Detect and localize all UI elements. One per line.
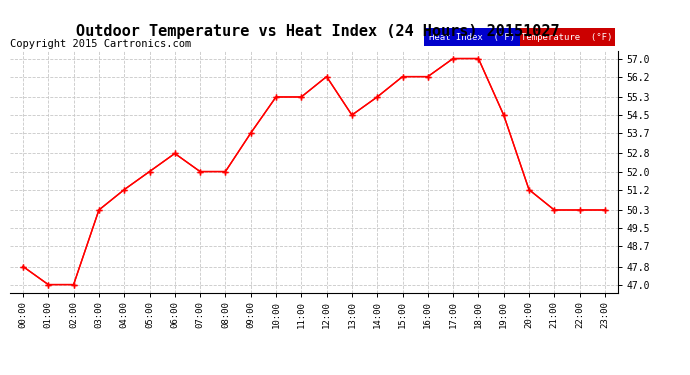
Text: Outdoor Temperature vs Heat Index (24 Hours) 20151027: Outdoor Temperature vs Heat Index (24 Ho… bbox=[76, 24, 559, 39]
Text: Temperature  (°F): Temperature (°F) bbox=[522, 33, 613, 42]
FancyBboxPatch shape bbox=[520, 28, 615, 46]
Text: Heat Index  (°F): Heat Index (°F) bbox=[429, 33, 515, 42]
FancyBboxPatch shape bbox=[424, 28, 520, 46]
Text: Copyright 2015 Cartronics.com: Copyright 2015 Cartronics.com bbox=[10, 39, 192, 50]
